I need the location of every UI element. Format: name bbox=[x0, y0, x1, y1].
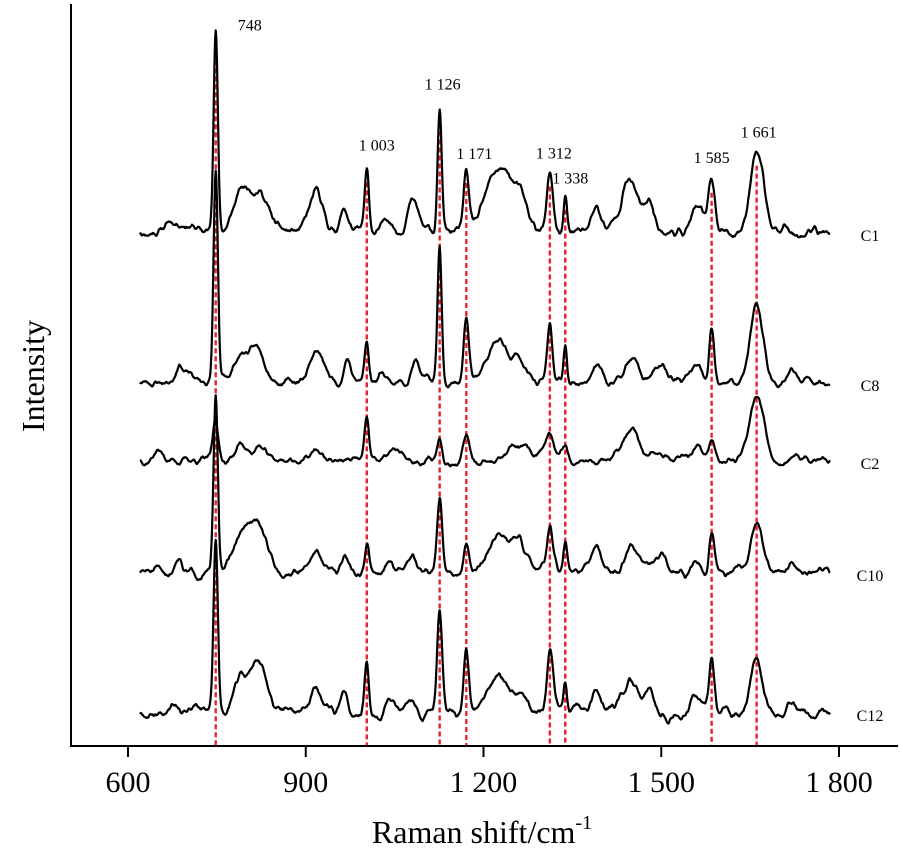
spectrum-line-c8 bbox=[139, 169, 831, 389]
series-label-c8: C8 bbox=[861, 378, 880, 395]
x-axis-label-sup: -1 bbox=[575, 812, 592, 834]
peak-label: 1 661 bbox=[741, 125, 777, 142]
y-axis-label: Intensity bbox=[15, 320, 51, 432]
peak-label: 1 338 bbox=[552, 171, 588, 188]
peak-label: 1 126 bbox=[425, 77, 461, 94]
peak-label: 1 171 bbox=[456, 146, 492, 163]
spectrum-line-c10 bbox=[139, 394, 831, 581]
x-tick-label: 1 200 bbox=[450, 766, 518, 799]
x-tick-label: 600 bbox=[106, 766, 151, 799]
peak-label: 748 bbox=[238, 17, 262, 34]
peak-labels-group: 748 1 003 1 126 1 171 1 312 1 338 1 585 1 661 bbox=[238, 17, 777, 187]
series-label-c12: C12 bbox=[857, 708, 884, 725]
peak-label: 1 003 bbox=[359, 137, 395, 154]
spectrum-line-c1 bbox=[138, 29, 831, 239]
x-axis-label-main: Raman shift/cm bbox=[372, 814, 576, 850]
spectra-group bbox=[138, 29, 832, 725]
series-label-c1: C1 bbox=[861, 228, 880, 245]
peak-label: 1 312 bbox=[536, 145, 572, 162]
peak-label: 1 585 bbox=[694, 150, 730, 167]
x-axis-label: Raman shift/cm-1 bbox=[372, 812, 592, 850]
series-label-c10: C10 bbox=[857, 568, 884, 585]
series-label-c2: C2 bbox=[861, 456, 880, 473]
x-tick-label: 1 800 bbox=[805, 766, 873, 799]
spectrum-line-c2 bbox=[139, 395, 831, 468]
x-tick-label: 900 bbox=[283, 766, 328, 799]
spectrum-line-c12 bbox=[139, 538, 832, 725]
series-labels-group: C1 C8 C2 C10 C12 bbox=[857, 228, 884, 725]
x-tick-label: 1 500 bbox=[628, 766, 696, 799]
x-ticks-group: 600 900 1 200 1 500 1 800 bbox=[106, 746, 873, 799]
